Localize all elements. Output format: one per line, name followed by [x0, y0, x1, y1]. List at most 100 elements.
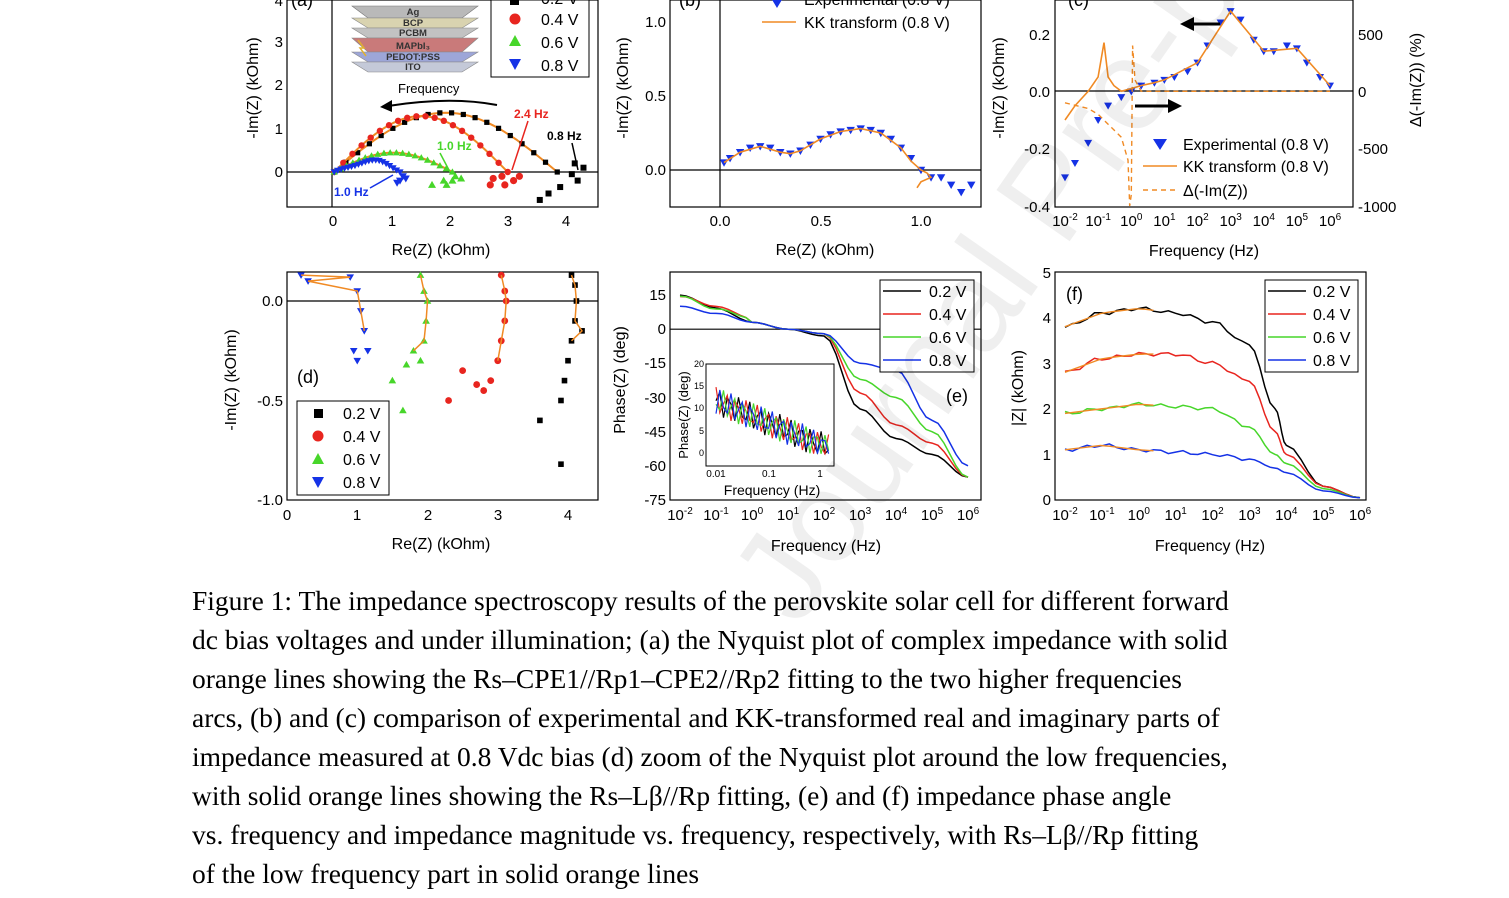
svg-text:0.4 V: 0.4 V	[1313, 307, 1351, 324]
x-tick-label: 10-1	[703, 506, 729, 524]
x-tick-label: 102	[1186, 212, 1209, 230]
layer-ag: Ag	[407, 7, 420, 18]
a-series-04	[330, 113, 524, 189]
data-point	[501, 181, 509, 189]
a-leg-02: 0.2 V	[541, 0, 579, 8]
x-tick-exponent: 6	[974, 506, 980, 517]
b-panel-label: (b)	[679, 0, 701, 10]
data-point	[468, 134, 475, 141]
svg-text:2: 2	[424, 507, 432, 524]
data-point	[358, 142, 365, 149]
data-point	[531, 150, 537, 156]
data-point	[401, 175, 410, 183]
data-point	[451, 172, 460, 180]
data-point	[558, 397, 564, 404]
data-point	[393, 179, 402, 187]
svg-text:20: 20	[694, 359, 704, 369]
svg-text:1.0: 1.0	[911, 213, 932, 230]
panel-d-yticks: 0.0 -0.5 -1.0	[257, 293, 283, 509]
data-point	[936, 174, 946, 182]
d-legend: 0.2 V 0.4 V 0.6 V 0.8 V	[312, 406, 381, 492]
svg-text:-60: -60	[644, 458, 666, 475]
svg-text:5: 5	[1043, 265, 1051, 282]
data-point	[422, 113, 429, 120]
svg-text:0.8 V: 0.8 V	[343, 475, 381, 492]
panel-a-yticks: 0 1 2 3 4	[275, 0, 283, 181]
data-point	[458, 127, 466, 135]
data-point	[561, 377, 568, 384]
a-leg-marker-02	[510, 0, 519, 5]
data-point	[417, 154, 425, 161]
panel-c-xticks: 10-2 10-1 100 101 102 103 104 105 106	[1052, 212, 1341, 230]
panel-e-frame	[669, 271, 982, 501]
data-point	[1104, 102, 1113, 110]
f-legend-box	[1264, 279, 1359, 373]
x-tick-label: 101	[1165, 506, 1188, 524]
x-tick-label: 100	[1128, 506, 1151, 524]
data-point	[402, 119, 408, 125]
c-panel-label: (c)	[1068, 0, 1089, 10]
x-tick-exponent: -2	[684, 506, 693, 517]
a-ytick-3: 3	[275, 34, 283, 51]
data-point	[396, 169, 404, 176]
data-point	[1282, 42, 1291, 50]
x-tick-label: 105	[1286, 212, 1309, 230]
fit-line	[497, 274, 507, 361]
x-tick-exponent: 2	[1203, 212, 1209, 223]
inset-line	[715, 390, 830, 454]
magnitude-line	[1064, 351, 1361, 499]
data-point	[574, 177, 581, 184]
panel-e: 10-2 10-1 100 101 102 103 104 105 106 15 0 -15 -…	[612, 271, 982, 555]
svg-text:-45: -45	[644, 424, 666, 441]
data-point	[442, 165, 450, 172]
data-point	[367, 152, 376, 159]
kk-line	[1064, 9, 1331, 121]
data-point	[1216, 19, 1225, 27]
svg-text:1: 1	[1043, 447, 1051, 464]
e-legend: 0.2 V 0.4 V 0.6 V 0.8 V	[883, 284, 967, 370]
svg-text:1: 1	[817, 469, 823, 480]
a-annot-10hz-green: 1.0 Hz	[437, 139, 472, 153]
x-tick-label: 104	[1275, 506, 1298, 524]
a-annot-08hz: 0.8 Hz	[547, 129, 582, 143]
svg-text:0.6 V: 0.6 V	[343, 452, 381, 469]
data-point	[1236, 16, 1245, 24]
e-inset-xlabel: Frequency (Hz)	[724, 482, 820, 498]
caption-line: arcs, (b) and (c) comparison of experime…	[192, 702, 1220, 733]
data-point	[459, 367, 467, 375]
svg-text:0.0: 0.0	[1029, 84, 1050, 101]
data-point	[297, 272, 305, 279]
layer-mapbi: MAPbI₃	[396, 41, 430, 52]
data-point	[495, 159, 502, 166]
data-point	[416, 271, 425, 278]
kk-line	[723, 127, 933, 189]
e-legend-box	[879, 279, 975, 373]
a-ytick-0: 0	[275, 164, 283, 181]
svg-text:0.4 V: 0.4 V	[929, 307, 967, 324]
layer-ito: ITO	[405, 62, 421, 73]
x-tick-label: 10-2	[1052, 212, 1078, 230]
data-point	[437, 110, 443, 116]
panel-b-yticks: 0.0 0.5 1.0	[645, 14, 666, 179]
data-point	[413, 113, 420, 120]
fit-line	[1064, 403, 1154, 415]
d-ylabel: -Im(Z) (kOhm)	[223, 329, 240, 430]
phase-line	[679, 305, 969, 467]
panel-d: 0 1 2 3 4 0.0 -0.5 -1.0 Re(Z) (kOhm) -Im…	[223, 271, 599, 553]
x-tick-exponent: 2	[1218, 506, 1224, 517]
fit-line	[1064, 353, 1154, 373]
data-point	[489, 174, 497, 183]
data-point	[580, 164, 587, 171]
panel-d-frame	[286, 271, 599, 501]
x-tick-exponent: 5	[938, 506, 944, 517]
data-point	[1183, 68, 1192, 76]
svg-text:4: 4	[564, 507, 572, 524]
data-point	[484, 119, 490, 125]
data-point	[473, 381, 481, 388]
panel-b: 0.0 0.5 1.0 0.0 0.5 1.0 Re(Z) (kOhm) -Im…	[615, 0, 982, 259]
data-point	[557, 184, 564, 191]
data-point	[390, 125, 396, 131]
e-panel-label: (e)	[946, 386, 968, 406]
x-tick-label: 102	[813, 506, 836, 524]
x-tick-label: 105	[1312, 506, 1335, 524]
